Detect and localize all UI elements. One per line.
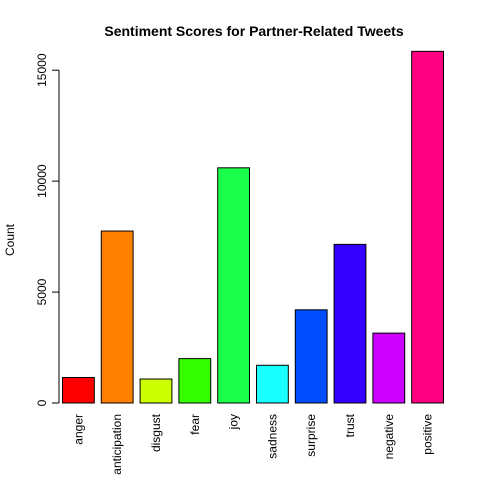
bars-group bbox=[61, 50, 445, 404]
bar-disgust bbox=[139, 378, 173, 404]
bar-positive bbox=[411, 50, 445, 404]
bar-surprise bbox=[294, 309, 328, 404]
y-tick-label: 15000 bbox=[35, 53, 49, 87]
x-tick-label: joy bbox=[227, 414, 241, 430]
bar-trust bbox=[333, 243, 367, 404]
bar-negative bbox=[372, 332, 406, 404]
y-axis: 0 5000 10000 15000 bbox=[35, 53, 60, 406]
chart-title: Sentiment Scores for Partner-Related Twe… bbox=[104, 23, 403, 39]
bar-joy bbox=[217, 167, 251, 404]
y-tick-label: 10000 bbox=[35, 164, 49, 198]
x-tick-label: disgust bbox=[149, 413, 163, 452]
bar-sadness bbox=[255, 364, 289, 404]
x-tick-label: anticipation bbox=[110, 414, 124, 475]
y-axis-label: Count bbox=[3, 223, 17, 256]
y-tick-label: 0 bbox=[35, 399, 49, 406]
x-tick-label: trust bbox=[343, 413, 357, 437]
x-tick-label: sadness bbox=[265, 414, 279, 459]
x-tick-label: fear bbox=[188, 414, 202, 435]
bar-anticipation bbox=[100, 230, 134, 404]
bar-fear bbox=[178, 358, 212, 404]
y-tick-label: 5000 bbox=[35, 278, 49, 305]
bar-anger bbox=[61, 376, 95, 404]
x-tick-label: surprise bbox=[304, 414, 318, 457]
x-tick-label: negative bbox=[382, 414, 396, 460]
x-tick-labels: anger anticipation disgust fear joy sadness su… bbox=[71, 413, 434, 474]
x-tick-label: anger bbox=[71, 414, 85, 445]
x-tick-label: positive bbox=[421, 414, 435, 455]
